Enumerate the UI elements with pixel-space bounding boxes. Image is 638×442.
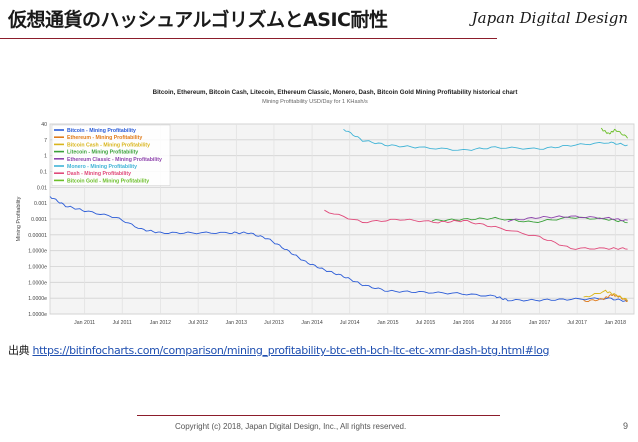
x-tick-label: Jul 2012 xyxy=(188,320,208,326)
x-tick-label: Jul 2017 xyxy=(567,320,587,326)
chart-subtitle: Mining Profitability USD/Day for 1 KHash… xyxy=(262,99,368,105)
source-label: 出典 xyxy=(8,344,30,357)
y-tick-label: 0.01 xyxy=(37,185,47,191)
y-tick-label: 1.0000e xyxy=(28,249,47,255)
y-tick-label: 1.0000e xyxy=(28,280,47,286)
series-line xyxy=(600,127,628,139)
x-tick-label: Jan 2014 xyxy=(301,320,322,326)
legend-entry: Bitcoin Cash - Mining Profitability xyxy=(67,142,150,148)
chart-title: Bitcoin, Ethereum, Bitcoin Cash, Litecoi… xyxy=(153,89,518,96)
copyright-footer: Copyright (c) 2018, Japan Digital Design… xyxy=(175,422,407,431)
y-tick-label: 0.0001 xyxy=(31,217,47,223)
legend-box xyxy=(51,124,171,186)
x-tick-label: Jan 2012 xyxy=(150,320,171,326)
source-citation: 出典 https://bitinfocharts.com/comparison/… xyxy=(8,342,550,358)
brand-logo: Japan Digital Design xyxy=(471,9,628,27)
legend-entry: Bitcoin - Mining Profitability xyxy=(67,128,136,134)
legend-entry: Ethereum - Mining Profitability xyxy=(67,135,142,141)
y-tick-label: 0.001 xyxy=(34,201,47,207)
series-line xyxy=(431,216,628,224)
x-tick-label: Jan 2018 xyxy=(605,320,626,326)
x-tick-label: Jul 2011 xyxy=(113,320,132,326)
series-line xyxy=(343,128,628,151)
series-line xyxy=(507,215,628,223)
y-tick-label: 7 xyxy=(44,138,47,144)
legend-entry: Dash - Mining Profitability xyxy=(67,171,131,177)
series-line xyxy=(49,196,628,302)
series-line xyxy=(324,209,628,250)
y-tick-label: 1.0000e xyxy=(28,296,47,302)
title-divider xyxy=(0,38,497,39)
x-tick-label: Jul 2013 xyxy=(264,320,284,326)
x-tick-label: Jul 2015 xyxy=(416,320,436,326)
y-tick-label: 1.0000e xyxy=(28,312,47,318)
y-tick-label: 40 xyxy=(41,122,47,128)
x-tick-label: Jan 2016 xyxy=(453,320,474,326)
x-tick-label: Jul 2014 xyxy=(340,320,360,326)
x-tick-label: Jan 2011 xyxy=(74,320,95,326)
x-tick-label: Jan 2017 xyxy=(529,320,550,326)
footer-divider xyxy=(137,415,500,416)
x-tick-label: Jul 2016 xyxy=(492,320,512,326)
y-tick-label: 1.0000e xyxy=(28,265,47,271)
mining-profitability-chart: Bitcoin, Ethereum, Bitcoin Cash, Litecoi… xyxy=(16,89,635,326)
legend-entry: Bitcoin Gold - Mining Profitability xyxy=(67,178,149,184)
legend-entry: Monero - Mining Profitability xyxy=(67,164,137,170)
legend-entry: Ethereum Classic - Mining Profitability xyxy=(67,157,162,163)
x-tick-label: Jan 2015 xyxy=(377,320,398,326)
slide-title: 仮想通貨のハッシュアルゴリズムとASIC耐性 xyxy=(8,9,388,31)
series-line xyxy=(583,289,628,302)
y-tick-label: 0.00001 xyxy=(28,233,47,239)
y-axis-label: Mining Profitability xyxy=(16,196,22,241)
source-link[interactable]: https://bitinfocharts.com/comparison/min… xyxy=(32,344,550,357)
y-tick-label: 0.1 xyxy=(40,170,47,176)
legend-entry: Litecoin - Mining Profitability xyxy=(67,150,138,156)
x-tick-label: Jan 2013 xyxy=(226,320,247,326)
page-number: 9 xyxy=(622,421,628,431)
chart-container: Bitcoin, Ethereum, Bitcoin Cash, Litecoi… xyxy=(12,74,638,336)
y-tick-label: 1 xyxy=(44,154,47,160)
